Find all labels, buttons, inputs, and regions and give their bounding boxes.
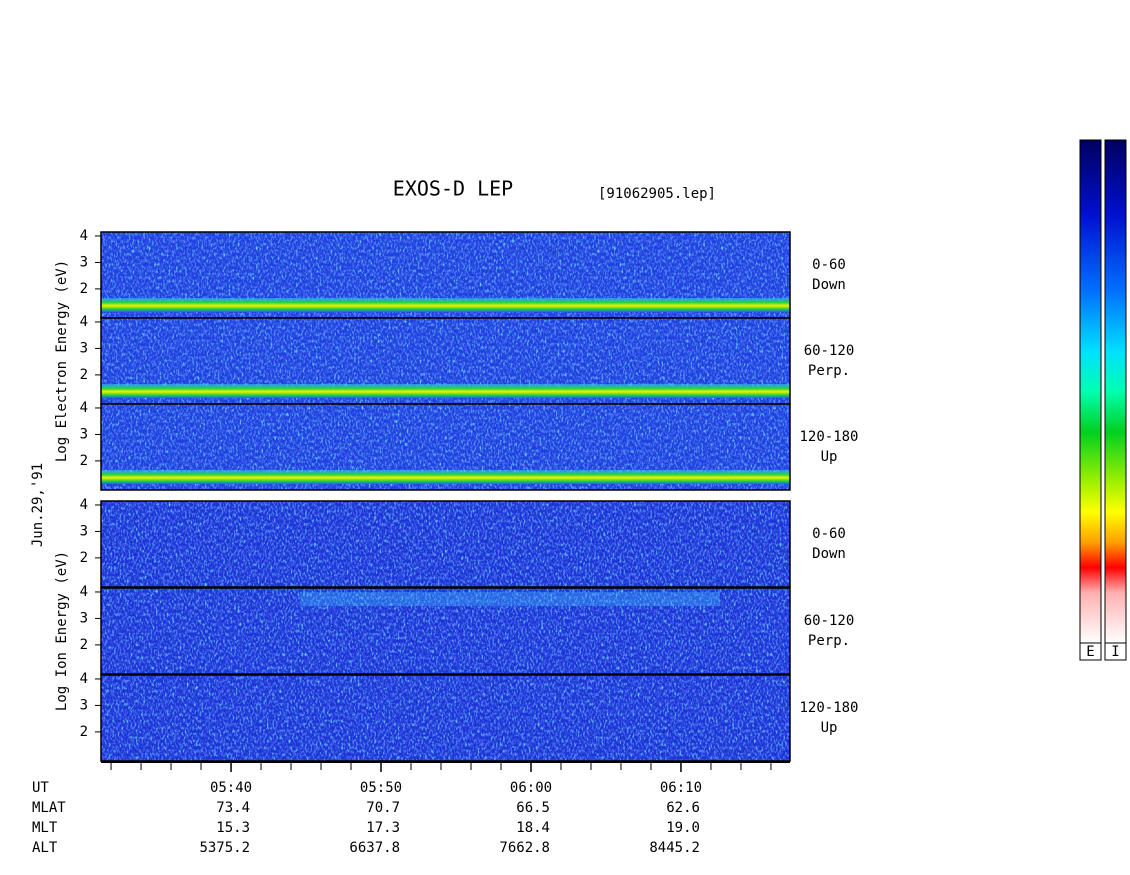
colorbar-label: I <box>1111 644 1119 660</box>
date-label: Jun.29,'91 <box>30 463 46 547</box>
ephemeris-value: 19.0 <box>666 820 700 836</box>
ephemeris-value: 66.5 <box>516 800 550 816</box>
y-tick-label: 4 <box>80 584 88 600</box>
pitch-angle: 120-180 <box>799 700 858 716</box>
pitch-angle: 60-120 <box>804 613 855 629</box>
pitch-direction: Down <box>812 546 846 562</box>
pitch-angle: 120-180 <box>799 429 858 445</box>
x-tick-label: 06:00 <box>510 780 552 796</box>
ephemeris-value: 17.3 <box>366 820 400 836</box>
ephemeris-label: ALT <box>32 840 58 856</box>
colorbar <box>1079 139 1102 644</box>
ephemeris-value: 5375.2 <box>199 840 250 856</box>
colorbar-label: E <box>1086 644 1094 660</box>
ephemeris-label: MLT <box>32 820 58 836</box>
spectrogram-dropouts <box>101 588 790 674</box>
pitch-direction: Down <box>812 277 846 293</box>
y-tick-label: 2 <box>80 550 88 566</box>
ephemeris-value: 70.7 <box>366 800 400 816</box>
y-tick-label: 3 <box>80 254 88 270</box>
y-axis-label: Log Ion Energy (eV) <box>54 551 70 711</box>
chart-title: EXOS-D LEP <box>393 177 513 201</box>
electron-band <box>101 470 790 484</box>
spectrogram-dropouts <box>101 675 790 761</box>
x-tick-label: 05:40 <box>210 780 252 796</box>
x-axis-label: UT <box>32 780 49 796</box>
y-tick-label: 3 <box>80 523 88 539</box>
spectrogram-dropouts <box>101 501 790 587</box>
y-tick-label: 4 <box>80 400 88 416</box>
colorbar <box>1104 139 1127 644</box>
pitch-angle: 0-60 <box>812 526 846 542</box>
y-tick-label: 2 <box>80 637 88 653</box>
pitch-direction: Perp. <box>808 633 850 649</box>
ephemeris-value: 7662.8 <box>499 840 550 856</box>
pitch-direction: Up <box>821 449 838 465</box>
y-tick-label: 2 <box>80 724 88 740</box>
panel-frame <box>100 500 791 588</box>
pitch-direction: Up <box>821 720 838 736</box>
pitch-angle: 0-60 <box>812 257 846 273</box>
y-tick-label: 4 <box>80 671 88 687</box>
electron-band <box>101 298 790 312</box>
x-tick-label: 06:10 <box>660 780 702 796</box>
pitch-angle: 60-120 <box>804 343 855 359</box>
colorbar-label-box <box>1079 642 1102 661</box>
y-tick-label: 3 <box>80 426 88 442</box>
y-tick-label: 3 <box>80 610 88 626</box>
y-tick-label: 4 <box>80 497 88 513</box>
y-tick-label: 3 <box>80 697 88 713</box>
y-tick-label: 2 <box>80 453 88 469</box>
ion-beam <box>300 592 720 606</box>
y-tick-label: 2 <box>80 281 88 297</box>
y-tick-label: 3 <box>80 340 88 356</box>
ephemeris-value: 73.4 <box>216 800 250 816</box>
y-tick-label: 4 <box>80 314 88 330</box>
electron-band <box>101 384 790 398</box>
panel-frame <box>100 674 791 762</box>
pitch-direction: Perp. <box>808 363 850 379</box>
file-name: [91062905.lep] <box>598 186 716 202</box>
ephemeris-value: 62.6 <box>666 800 700 816</box>
ephemeris-value: 18.4 <box>516 820 550 836</box>
panel-frame <box>100 403 791 491</box>
ephemeris-value: 8445.2 <box>649 840 700 856</box>
y-tick-label: 4 <box>80 228 88 244</box>
ephemeris-value: 15.3 <box>216 820 250 836</box>
y-tick-label: 2 <box>80 367 88 383</box>
x-tick-label: 05:50 <box>360 780 402 796</box>
ephemeris-value: 6637.8 <box>349 840 400 856</box>
colorbar-label-box <box>1104 642 1127 661</box>
y-axis-label: Log Electron Energy (eV) <box>54 260 70 462</box>
ephemeris-label: MLAT <box>32 800 66 816</box>
panel-frame <box>100 587 791 675</box>
